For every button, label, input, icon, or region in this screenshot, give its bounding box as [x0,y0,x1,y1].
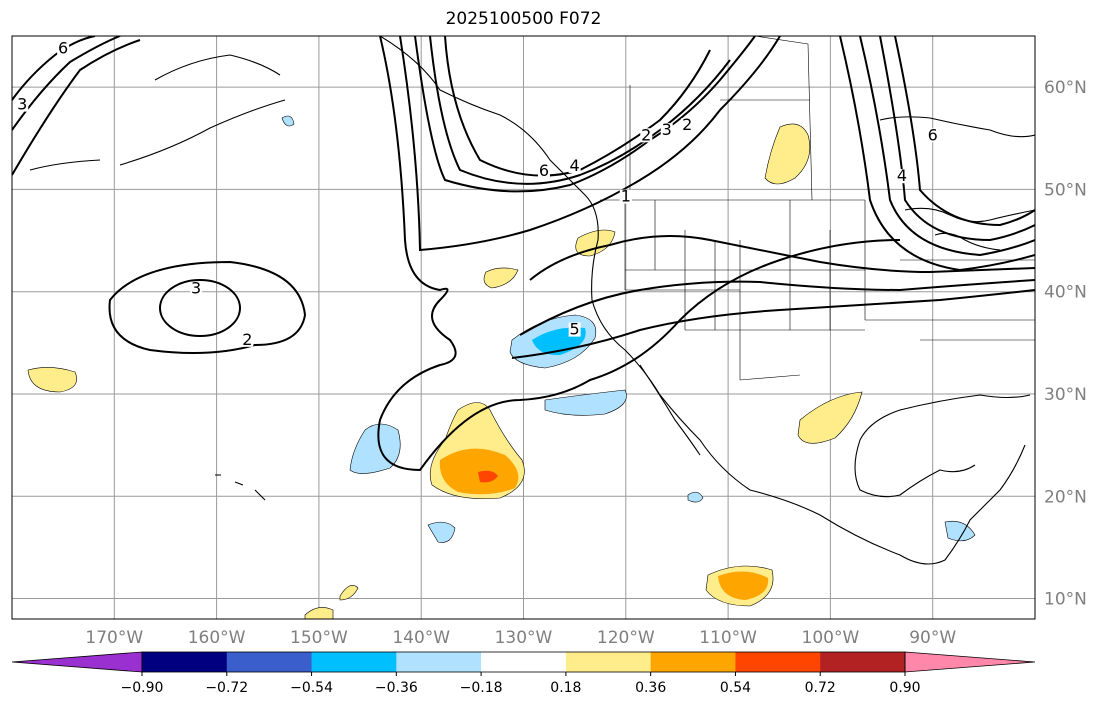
contour-label-background [537,164,550,179]
contour-label: 3 [191,279,201,298]
longitude-label: 170°W [85,628,143,648]
anomaly-region [478,470,498,483]
colorbar-extend-low [11,651,143,673]
contour-label-background [190,281,203,296]
colorbar-segment [311,652,397,672]
longitude-label: 140°W [392,628,450,648]
anomaly-region [718,571,769,600]
contour-label: 6 [928,125,938,144]
contour-label: 1 [621,187,631,206]
contour-label: 6 [539,161,549,180]
contour-label: 2 [242,330,252,349]
anomaly-region [797,391,863,444]
contour-label: 4 [570,156,580,175]
colorbar-segment [142,652,228,672]
longitude-labels: 170°W 160°W 150°W 140°W 130°W 120°W 110°W 100°W… [85,628,956,648]
colorbar-tick-label: 0.36 [635,680,666,696]
colorbar-tick-label: −0.36 [375,680,418,696]
latitude-label: 20°N [1044,487,1087,507]
contour-label-background [660,123,673,138]
contour-label: 3 [662,120,672,139]
contour-label: 4 [897,166,907,185]
contour-label: 5 [570,320,580,339]
anomaly-region [281,115,295,127]
coastlines [29,36,1035,565]
contour-label: 6 [58,38,68,57]
latitude-label: 30°N [1044,385,1087,405]
colorbar-tick-label: −0.72 [205,680,248,696]
latitude-label: 60°N [1044,78,1087,98]
colorbar-segment [735,652,821,672]
longitude-label: 90°W [909,628,956,648]
anomaly-region [427,521,456,543]
colorbar-tick-label: 0.54 [720,680,751,696]
longitude-label: 110°W [699,628,757,648]
contour-label-background [57,41,70,56]
contour-label-background [241,332,254,347]
contour-label-background [681,118,694,133]
contour-lines [12,36,1035,472]
longitude-label: 150°W [290,628,348,648]
colorbar-tick-label: 0.18 [550,680,581,696]
contour-label-background [16,97,29,112]
anomaly-region [439,448,519,495]
contour-label-background [619,189,632,204]
anomaly-region [764,123,811,185]
anomaly-region [687,491,704,503]
colorbar-tick-label: −0.18 [460,680,503,696]
longitude-label: 120°W [597,628,655,648]
colorbar: −0.90 −0.72 −0.54 −0.36 −0.18 0.18 0.36 0.54 0.7… [11,651,1036,696]
map-title: 2025100500 F072 [445,9,602,29]
anomaly-region [27,367,77,393]
colorbar-frame [141,651,906,673]
longitude-label: 130°W [495,628,553,648]
contour-label: 2 [682,115,692,134]
latitude-label: 40°N [1044,283,1087,303]
anomaly-region [304,607,334,619]
contour-label: 2 [641,125,651,144]
contour-label-background [896,169,909,184]
longitude-label: 100°W [802,628,860,648]
colorbar-segment [396,652,482,672]
contour-label-background [568,322,581,337]
political-borders [600,36,1035,381]
colorbar-extend-high [904,651,1036,673]
anomaly-region [544,389,627,416]
latitude-label: 50°N [1044,180,1087,200]
contour-label-background [640,128,653,143]
colorbar-tick-label: 0.72 [805,680,836,696]
anomaly-region [944,521,976,542]
contour-label: 3 [17,95,27,114]
colorbar-tick-label: −0.90 [121,680,164,696]
longitude-label: 160°W [188,628,246,648]
contour-label-background [926,128,939,143]
contour-label-background [568,158,581,173]
colorbar-segment [481,652,567,672]
colorbar-segment [820,652,906,672]
anomaly-region [339,585,359,601]
colorbar-tick-label: 0.90 [889,680,920,696]
colorbar-segment [565,652,652,672]
colorbar-tick-label: −0.54 [290,680,333,696]
map-frame [11,35,1036,620]
anomaly-region [483,267,519,289]
latitude-labels: 60°N 50°N 40°N 30°N 20°N 10°N [1044,78,1087,609]
colorbar-segment [226,652,313,672]
latitude-label: 10°N [1044,590,1087,610]
colorbar-segment [650,652,736,672]
